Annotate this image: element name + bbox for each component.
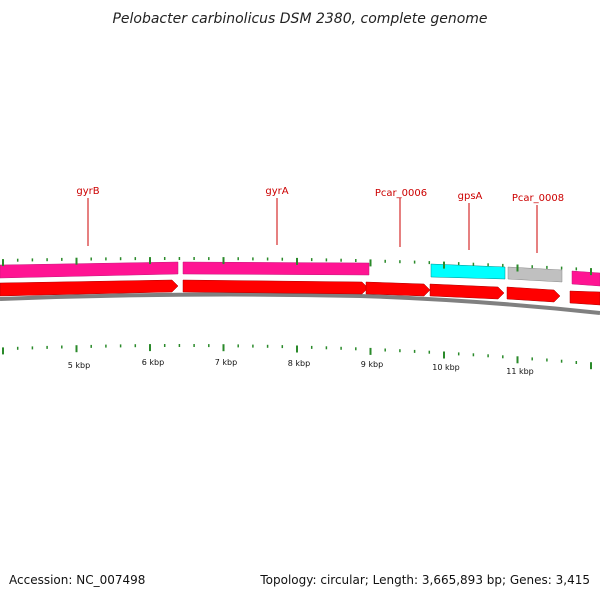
accession-label: Accession: NC_007498 [9, 573, 146, 587]
genome-backbone [0, 292, 600, 315]
feature-pink-2 [182, 261, 370, 276]
scale-label: 9 kbp [361, 360, 383, 369]
scale-label: 11 kbp [506, 367, 534, 376]
scale-labels: 5 kbp 6 kbp 7 kbp 8 kbp 9 kbp 10 kbp 11 … [68, 358, 534, 376]
gene-arrow-gyrA [182, 279, 369, 295]
scale-label: 5 kbp [68, 361, 90, 370]
feature-track-lower [0, 279, 600, 306]
gene-label-pcar0006: Pcar_0006 [375, 188, 427, 199]
gene-label-gyrB: gyrB [76, 186, 99, 197]
feature-pink-1 [0, 261, 179, 279]
gene-arrow-gpsA [429, 283, 505, 300]
scale-label: 6 kbp [142, 358, 164, 367]
feature-gpsA [430, 263, 506, 280]
feature-pink-3 [571, 270, 600, 287]
gene-labels: gyrB gyrA Pcar_0006 gpsA Pcar_0008 [76, 186, 564, 204]
feature-pcar0008-grey [507, 266, 563, 283]
tick-marks-lower [2, 344, 592, 370]
genome-summary: Topology: circular; Length: 3,665,893 bp… [260, 573, 590, 587]
gene-arrow-gyrB [0, 279, 179, 297]
tick-marks-upper [2, 257, 592, 276]
gene-arrow-pcar0006 [365, 281, 431, 297]
feature-track-upper [0, 261, 600, 287]
gene-arrow-pcar0008 [506, 286, 561, 303]
gene-arrow-next [569, 290, 600, 306]
genome-title: Pelobacter carbinolicus DSM 2380, comple… [112, 11, 487, 27]
gene-label-gyrA: gyrA [265, 186, 288, 197]
gene-label-gpsA: gpsA [458, 191, 483, 202]
gene-leaders [87, 198, 538, 253]
gene-label-pcar0008: Pcar_0008 [512, 193, 564, 204]
scale-label: 7 kbp [215, 358, 237, 367]
scale-label: 10 kbp [432, 363, 460, 372]
scale-label: 8 kbp [288, 359, 310, 368]
